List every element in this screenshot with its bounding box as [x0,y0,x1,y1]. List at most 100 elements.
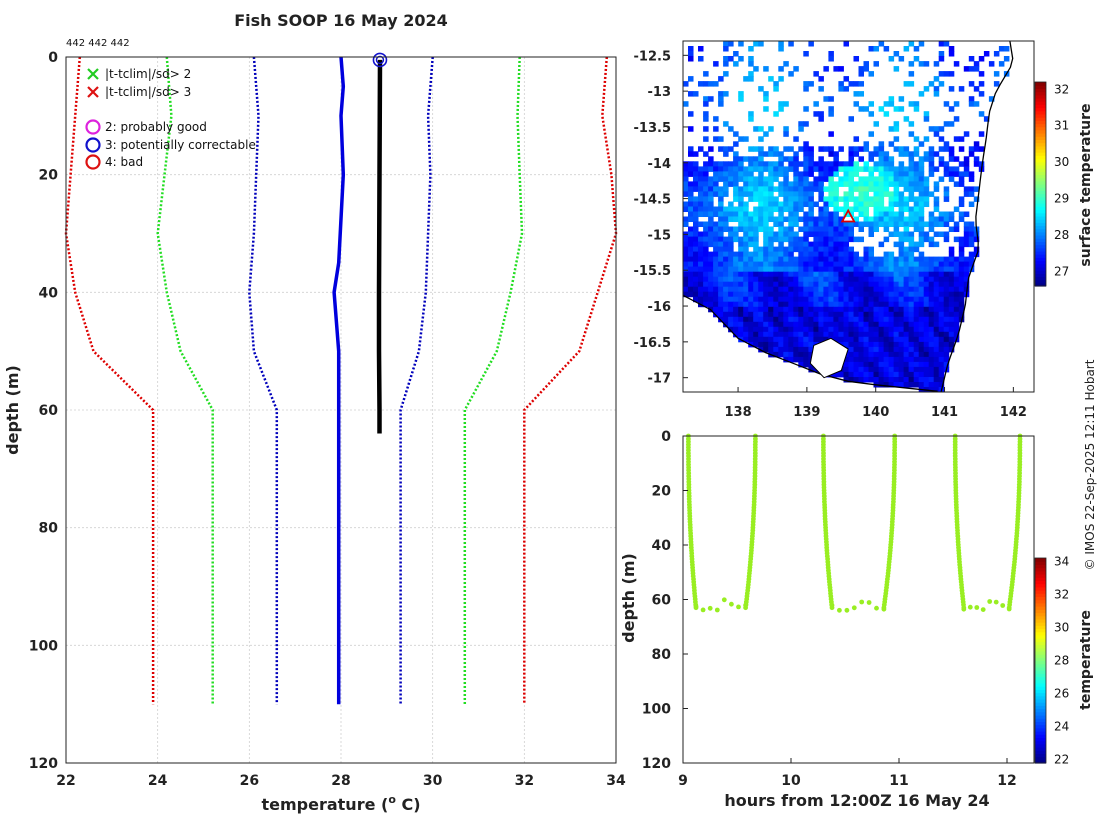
map-cell [858,186,865,192]
map-cell [888,126,895,132]
colorbar-swatch [1035,110,1046,115]
map-cell [993,51,1000,57]
map-cell [903,361,910,368]
map-cell [843,276,850,283]
map-cell [958,246,965,253]
map-cell [813,326,819,333]
map-cell [908,291,915,298]
map-cell [713,186,719,192]
map-cell [868,166,875,172]
map-cell [948,306,955,313]
time-depth-y-axis-label: depth (m) [619,553,638,643]
map-cell [898,331,905,338]
map-cell [763,216,769,223]
map-cell [863,306,870,313]
map-cell [918,176,925,182]
map-cell [838,271,844,278]
map-cell [743,246,749,253]
map-cell [928,81,935,87]
colorbar-swatch [1035,139,1046,144]
map-cell [933,216,940,223]
map-cell [733,286,739,293]
map-cell [783,206,789,213]
map-cell [813,161,819,167]
map-cell [918,296,925,303]
map-cell [748,286,754,293]
map-cell [763,276,769,283]
map-cell [693,266,699,273]
map-cell [693,151,699,157]
map-cell [688,206,694,213]
map-cell [693,221,699,228]
map-cell [848,166,855,172]
map-cell [848,156,855,162]
map-cell [793,281,799,288]
map-cell [943,146,950,152]
map-cell [828,311,834,318]
map-cell [698,276,704,283]
map-cell [828,316,834,323]
map-cell [708,226,714,233]
map-cell [933,256,940,263]
map-cell [893,281,900,288]
map-cell [703,181,709,187]
map-cell [778,191,784,197]
map-cell [798,266,804,273]
map-cell [933,186,940,192]
map-cell [788,331,794,338]
map-cell [778,336,784,343]
map-cell [748,231,754,238]
map-cell [813,186,819,192]
map-cell [738,296,744,303]
map-cell [718,296,724,303]
profile-x-ticks: 22 24 26 28 30 32 34 [56,773,626,789]
map-cell [743,316,749,323]
map-cell [798,331,804,338]
map-cell [973,101,980,107]
map-cell [898,176,905,182]
map-cell [813,231,819,238]
map-cell [973,231,980,238]
map-cell [833,321,839,328]
map-cell [948,321,955,328]
map-cell [923,231,930,238]
map-cell [738,306,744,313]
cast-point [707,605,713,611]
map-cell [958,216,965,223]
map-cell [823,276,829,283]
map-cell [943,321,950,328]
map-cell [918,241,925,248]
map-cell [913,377,920,383]
map-cell [903,221,910,228]
map-cell [773,321,779,328]
map-cell [753,176,759,182]
map-cell [793,326,799,333]
map-cell [708,161,714,167]
map-cell [843,341,850,348]
map-cell [838,146,844,152]
map-cell [883,256,890,263]
map-cell [873,121,880,127]
map-cell [798,326,804,333]
map-cell [923,276,930,283]
map-cell [878,341,885,348]
profile-y-tick-label: 60 [39,403,59,419]
cast-point [700,607,706,613]
map-cell [783,316,789,323]
map-cell [903,336,910,343]
map-cell [858,66,865,72]
map-cell [783,251,789,258]
map-cell [798,181,804,187]
map-cell [923,291,930,298]
map-cell [733,236,739,243]
map-cell [748,166,754,172]
map-cell [723,321,729,328]
map-cell [913,261,920,268]
map-cell [843,281,850,288]
cast-point [721,597,727,603]
map-cell [743,241,749,248]
map-cell [733,166,739,172]
map-cell [693,161,699,167]
colorbar-swatch [1035,561,1046,565]
